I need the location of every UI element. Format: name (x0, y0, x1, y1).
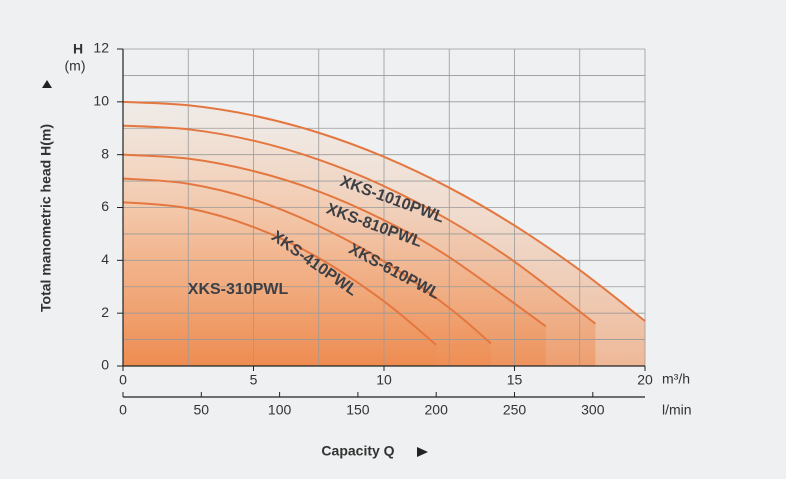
x-tick-label: 10 (376, 372, 392, 388)
curve-label: XKS-310PWL (188, 281, 289, 298)
x2-tick-label: 50 (194, 402, 210, 418)
pump-curve (122, 153, 547, 328)
x-axis-title: Capacity Q (321, 443, 394, 459)
x-tick-label: 20 (637, 372, 653, 388)
pump-curve (122, 124, 597, 325)
y-axis-title: Total manometric head H(m) (38, 124, 54, 312)
y-title-arrow (42, 80, 52, 88)
y-unit-symbol: H (73, 41, 83, 57)
x-tick-label: 0 (119, 372, 127, 388)
y-tick-label: 12 (93, 40, 109, 56)
x2-tick-label: 200 (425, 402, 449, 418)
x2-tick-label: 250 (503, 402, 527, 418)
y-tick-label: 8 (101, 145, 109, 161)
y-tick-label: 10 (93, 93, 109, 109)
x2-tick-label: 0 (119, 402, 127, 418)
x-unit: m³/h (662, 371, 690, 387)
x-title-arrow (417, 447, 428, 457)
x-tick-label: 5 (250, 372, 258, 388)
x-tick-label: 15 (507, 372, 523, 388)
x2-unit: l/min (662, 402, 692, 418)
curve-area (123, 202, 437, 366)
y-tick-label: 4 (101, 251, 109, 267)
pump-curve (122, 100, 646, 322)
x2-tick-label: 100 (268, 402, 292, 418)
y-tick-label: 2 (101, 304, 109, 320)
y-tick-label: 6 (101, 198, 109, 214)
pump-curve (122, 201, 437, 346)
x2-tick-label: 150 (346, 402, 370, 418)
y-unit: (m) (65, 58, 86, 74)
pump-curve (122, 177, 492, 345)
x2-tick-label: 300 (581, 402, 605, 418)
y-tick-label: 0 (101, 357, 109, 373)
